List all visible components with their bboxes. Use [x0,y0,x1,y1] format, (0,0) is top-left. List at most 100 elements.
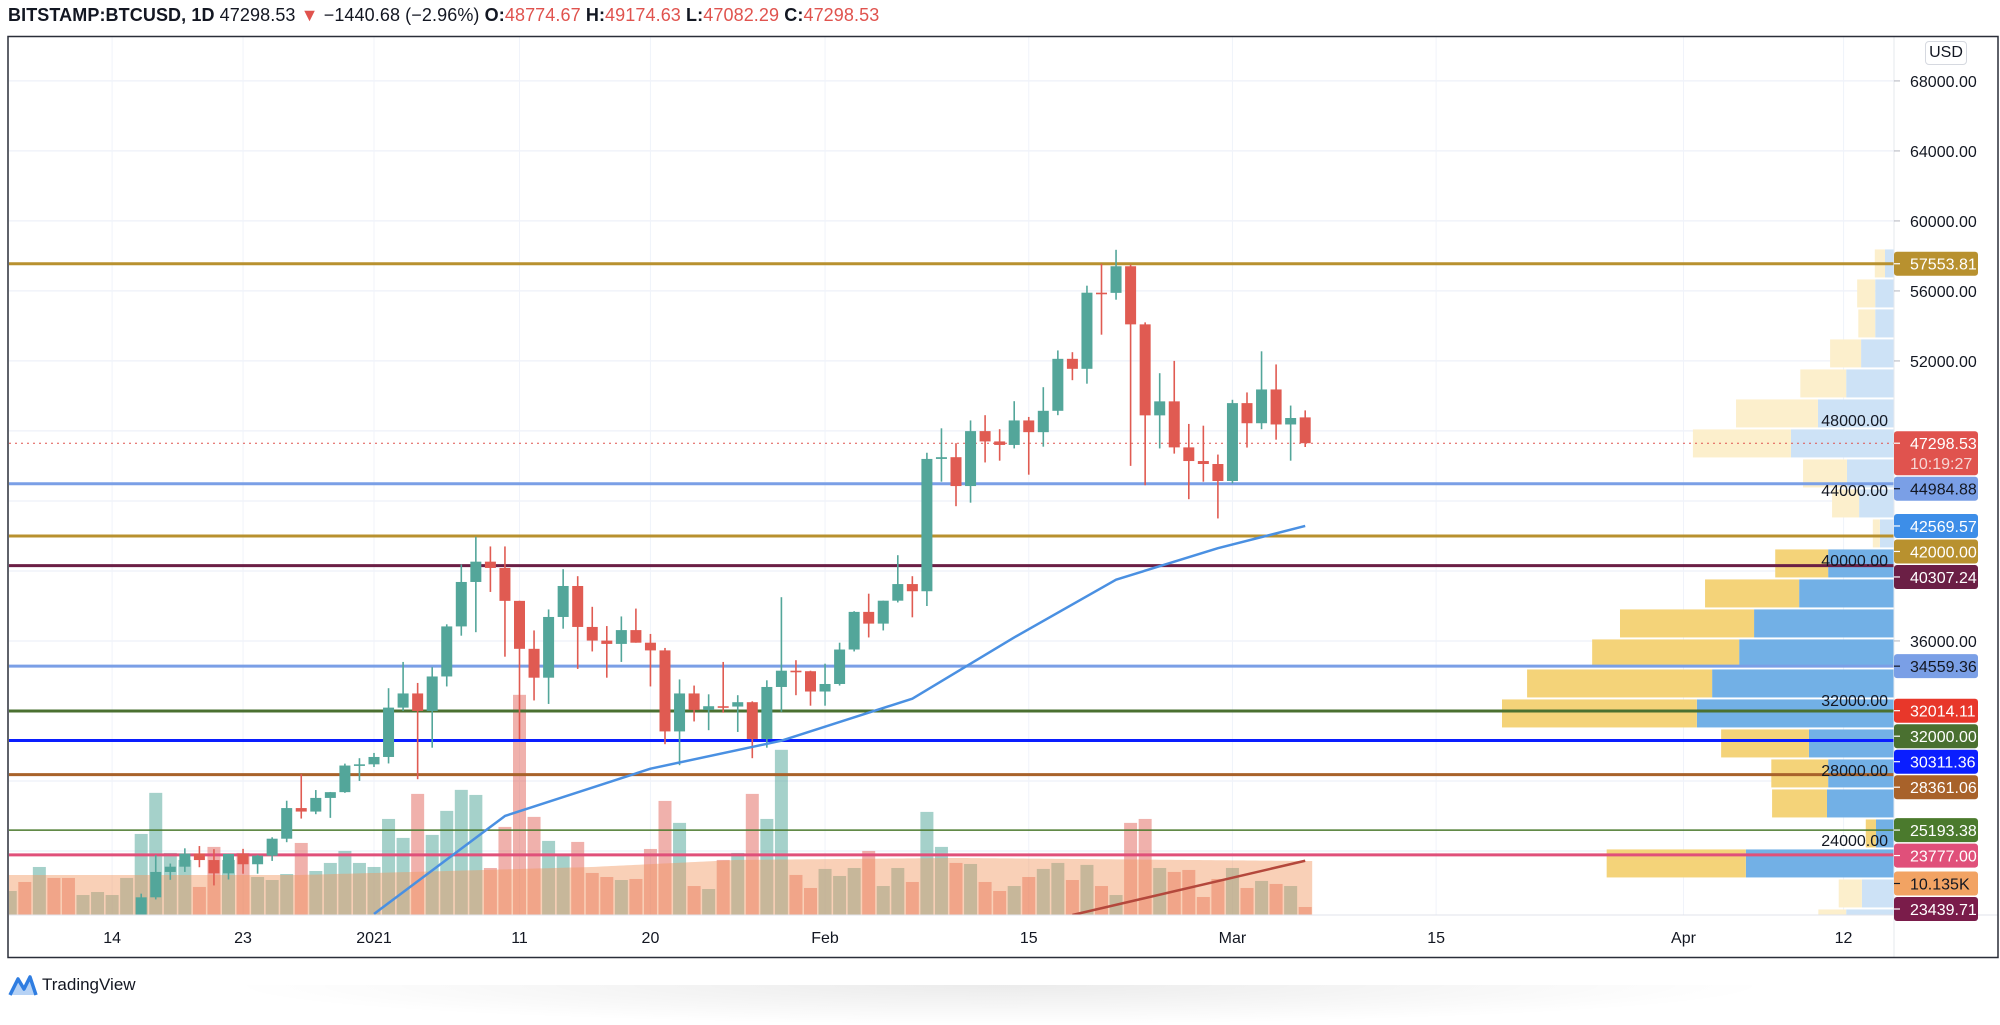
down-arrow-icon: ▼ [300,5,319,25]
candle-body [1299,417,1311,444]
volume-bar [9,890,17,915]
sma50-line [373,524,1306,915]
price-label-text: 40307.24 [1910,570,1977,587]
candle-body [863,611,875,624]
candle-body [383,707,395,757]
volume-bar [804,887,817,915]
candle-body [426,676,438,711]
volume-bar [978,881,992,915]
candle-body [644,642,656,651]
time-tick-label: Feb [811,930,839,947]
candle-body [1226,403,1238,481]
volume-profile-up-bar [1846,909,1894,915]
price-tick-label: 32000.00 [1821,693,1888,710]
volume-bar [280,873,294,915]
currency-button[interactable]: USD [1925,41,1967,65]
volume-profile-down-bar [1619,609,1755,638]
time-tick-label: 15 [1427,930,1445,947]
price-label-text: 47298.53 [1910,436,1977,453]
volume-bar [454,789,468,915]
volume-profile-down-bar [1527,669,1713,698]
price-label-bg [1894,654,1978,679]
price-label-bg [1894,871,1978,896]
price-label-bg [1894,749,1978,774]
candle-body [965,431,977,487]
volume-bar [556,855,570,915]
candle-body [1197,461,1209,465]
candle-body [368,756,380,765]
volume-profile-down-bar [1772,789,1827,818]
horizontal-levels[interactable] [9,262,1894,857]
volume-bar [1007,886,1021,915]
candle-body [935,457,947,459]
low-label: L: [686,5,704,25]
symbol-header: BITSTAMP:BTCUSD, 1D 47298.53 ▼ −1440.68 … [8,2,879,28]
volume-bar [964,863,978,915]
price-axis-labels: 57553.81 47298.53 10:19:27 44984.88 42569.57… [1894,251,1978,921]
volume-bar [716,859,730,915]
candle-body [324,792,336,798]
price-axis[interactable]: 68000.00 64000.00 60000.00 56000.00 52000.00… [1821,74,1977,850]
volume-profile-down-bar [1721,729,1809,758]
volume-bar [789,874,803,915]
volume-bar [905,881,919,915]
volume-profile-up-bar [1828,549,1894,578]
price-tick-label: 40000.00 [1821,553,1888,570]
volume-profile-down-bar [1800,369,1847,398]
volume-bar [774,749,788,915]
price-label-10135K: 10.135K [1894,871,1978,896]
volume-bar [702,889,716,915]
candle-body [717,706,729,708]
candle-body [397,693,409,708]
candle-body [761,686,773,739]
last-price: 47298.53 [219,5,296,25]
candle-body [848,611,860,650]
volume-profile-up-bar [1846,369,1894,398]
price-label-bg [1894,698,1978,723]
volume-profile-down-bar [1832,489,1860,518]
volume-bar [513,694,526,915]
volume-bar [1153,867,1167,915]
candle-body [994,441,1006,445]
price-tick-label: 52000.00 [1910,354,1977,371]
candle-body [572,585,584,627]
price-label-text: 42569.57 [1910,519,1977,536]
price-label-text: 42000.00 [1910,544,1977,561]
volume-bar [542,840,556,915]
candle-body [252,855,264,865]
symbol-name[interactable]: BITSTAMP:BTCUSD, 1D [8,5,215,25]
plot-area[interactable] [3,249,1894,963]
volume-bar [309,870,323,915]
volume-bar [1138,818,1152,915]
volume-profile-up-bar [1799,579,1894,608]
price-label-2519338: 25193.38 [1894,818,1978,843]
volume-bar [760,818,774,915]
candle-body [805,671,816,692]
open-label: O: [484,5,505,25]
candle-body [1052,358,1064,411]
volume-profile-up-bar [1861,339,1894,368]
close-label: C: [784,5,804,25]
time-tick-label: 2021 [356,930,392,947]
price-tick-label: 44000.00 [1821,483,1888,500]
volume-bar [833,875,847,915]
candle-body [688,693,700,710]
candle-body [1212,464,1224,481]
price-label-bg [1894,564,1978,589]
time-tick-label: 15 [1020,930,1038,947]
time-tick-label: 12 [1835,930,1853,947]
volume-profile-up-bar [1754,609,1894,638]
time-axis[interactable]: 14 23 2021 11 20 Feb 15 Mar 15 Apr 12 [103,930,1852,947]
volume-bar [367,866,381,915]
candle-body [601,640,613,644]
volume-profile-up-bar [1808,729,1894,758]
price-label-bg [1894,775,1978,800]
volume-bar [731,852,745,915]
volume-bar [105,895,119,915]
candle-body [1110,266,1122,293]
tradingview-logo[interactable]: TradingView [8,972,136,998]
candle-body [1023,420,1035,433]
price-label-text: 23439.71 [1910,902,1977,919]
volume-bar [1124,822,1138,915]
